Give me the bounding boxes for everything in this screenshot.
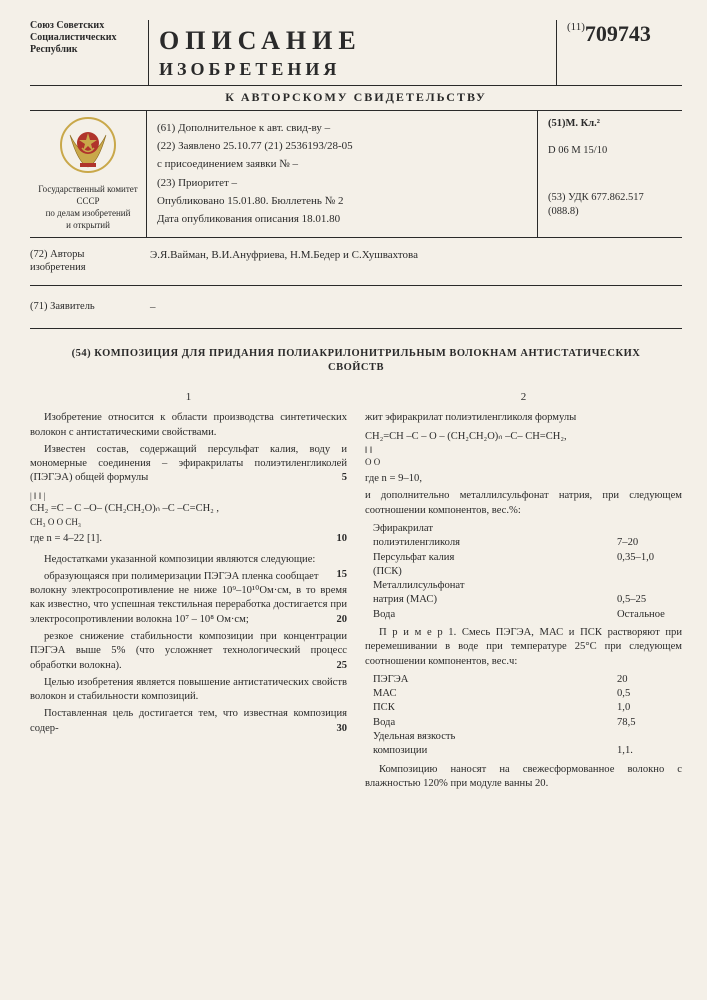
- info-mid: (61) Дополнительное к авт. свид-ву – (22…: [147, 111, 537, 237]
- column-2: 2 жит эфиракрилат полиэтиленгликоля форм…: [365, 390, 682, 794]
- committee-block: Государственный комитет СССР по делам из…: [30, 111, 147, 237]
- c2-p3: П р и м е р 1. Смесь ПЭГЭА, МАС и ПСК ра…: [365, 626, 682, 669]
- body-columns: 1 Изобретение относится к области произв…: [30, 390, 682, 794]
- field-23: (23) Приоритет –: [157, 176, 527, 190]
- pub-prefix: (11): [567, 21, 585, 33]
- cert-subhead: К АВТОРСКОМУ СВИДЕТЕЛЬСТВУ: [30, 86, 682, 111]
- c1-p1: Изобретение относится к области производ…: [30, 411, 347, 440]
- title-line-1: ОПИСАНИЕ: [159, 24, 546, 58]
- title-line-2: ИЗОБРЕТЕНИЯ: [159, 58, 546, 81]
- c2-p1: жит эфиракрилат полиэтиленгликоля формул…: [365, 411, 682, 425]
- table-row: ВодаОстальное: [373, 608, 682, 622]
- composition-table-2: ПЭГЭА20 МАС0,5 ПСК1,0 Вода78,5 Удельная …: [373, 673, 682, 759]
- c1-where: где n = 4–22 [1].10: [30, 532, 347, 546]
- field-61: (61) Дополнительное к авт. свид-ву –: [157, 121, 527, 135]
- line-20: 20: [323, 613, 348, 627]
- table-row: Персульфат калия0,35–1,0: [373, 551, 682, 565]
- header-row: Союз Советских Социалистических Республи…: [30, 20, 682, 86]
- authors-row: (72) Авторы изобретения Э.Я.Вайман, В.И.…: [30, 238, 682, 286]
- c1-p2: Известен состав, содержащий персульфат к…: [30, 443, 347, 486]
- c1-p6: Целью изобретения является повышение ант…: [30, 676, 347, 705]
- table-row: МАС0,5: [373, 687, 682, 701]
- document-title: (54) КОМПОЗИЦИЯ ДЛЯ ПРИДАНИЯ ПОЛИАКРИЛОН…: [50, 347, 662, 374]
- line-30: 30: [323, 722, 348, 736]
- c1-p7: Поставленная цель достигается тем, что и…: [30, 707, 347, 736]
- column-1: 1 Изобретение относится к области произв…: [30, 390, 347, 794]
- line-10: 10: [337, 532, 348, 546]
- table-row: ПСК1,0: [373, 701, 682, 715]
- table-row: Эфиракрилат: [373, 522, 682, 536]
- field-22-21: (22) Заявлено 25.10.77 (21) 2536193/28-0…: [157, 139, 527, 153]
- line-15: 15: [323, 568, 348, 582]
- col1-num: 1: [30, 390, 347, 405]
- applicant-row: (71) Заявитель –: [30, 286, 682, 329]
- committee-text: Государственный комитет СССР по делам из…: [33, 184, 143, 231]
- authors-names: Э.Я.Вайман, В.И.Ануфриева, Н.М.Бедер и С…: [140, 248, 682, 275]
- publication-number: (11)709743: [557, 20, 682, 49]
- line-25: 25: [323, 659, 348, 673]
- table-row: (ПСК): [373, 565, 682, 579]
- pub-number: 709743: [585, 21, 651, 46]
- field-51-label: (51)М. Кл.²: [548, 118, 600, 129]
- col2-num: 2: [365, 390, 682, 405]
- authors-label: (72) Авторы изобретения: [30, 248, 140, 275]
- org-name: Союз Советских Социалистических Республи…: [30, 20, 148, 56]
- composition-table-1: Эфиракрилат полиэтиленгликоля7–20 Персул…: [373, 522, 682, 622]
- c2-p4: Композицию наносят на свежесформованное …: [365, 763, 682, 792]
- info-right: (51)М. Кл.² D 06 M 15/10 (53) УДК 677.86…: [537, 111, 682, 237]
- formula-2: CH₂=CH –C – O – (CH₂CH₂O)ₙ –C– CH=CH₂, ‖…: [365, 430, 682, 468]
- patent-page: Союз Советских Социалистических Республи…: [0, 0, 707, 814]
- table-row: Удельная вязкость: [373, 730, 682, 744]
- table-row: композиции1,1.: [373, 744, 682, 758]
- c2-where: где n = 9–10,: [365, 472, 682, 486]
- field-published: Опубликовано 15.01.80. Бюллетень № 2: [157, 194, 527, 208]
- c2-p2: и дополнительно металлилсульфонат натрия…: [365, 489, 682, 518]
- formula-1: | ‖ ‖ | CH₂ =C – C –O– (CH₂CH₂O)ₙ –C –C=…: [30, 490, 347, 528]
- c1-p5: резкое снижение стабильности композиции …: [30, 630, 347, 673]
- info-grid: Государственный комитет СССР по делам из…: [30, 111, 682, 238]
- header-title-block: ОПИСАНИЕ ИЗОБРЕТЕНИЯ: [148, 20, 557, 85]
- table-row: полиэтиленгликоля7–20: [373, 536, 682, 550]
- field-pub-date: Дата опубликования описания 18.01.80: [157, 212, 527, 226]
- ussr-emblem-icon: [58, 115, 118, 175]
- field-join: с присоединением заявки № –: [157, 157, 527, 171]
- field-53: (53) УДК 677.862.517 (088.8): [548, 192, 644, 217]
- applicant-value: –: [140, 300, 682, 314]
- applicant-label: (71) Заявитель: [30, 300, 140, 314]
- table-row: Металлилсульфонат: [373, 579, 682, 593]
- c1-p3: Недостатками указанной композиции являют…: [30, 553, 347, 567]
- line-5: 5: [328, 471, 347, 485]
- c1-p4: 15образующаяся при полимеризации ПЭГЭА п…: [30, 570, 347, 627]
- table-row: Вода78,5: [373, 716, 682, 730]
- table-row: ПЭГЭА20: [373, 673, 682, 687]
- field-51-value: D 06 M 15/10: [548, 145, 607, 156]
- table-row: натрия (МАС)0,5–25: [373, 593, 682, 607]
